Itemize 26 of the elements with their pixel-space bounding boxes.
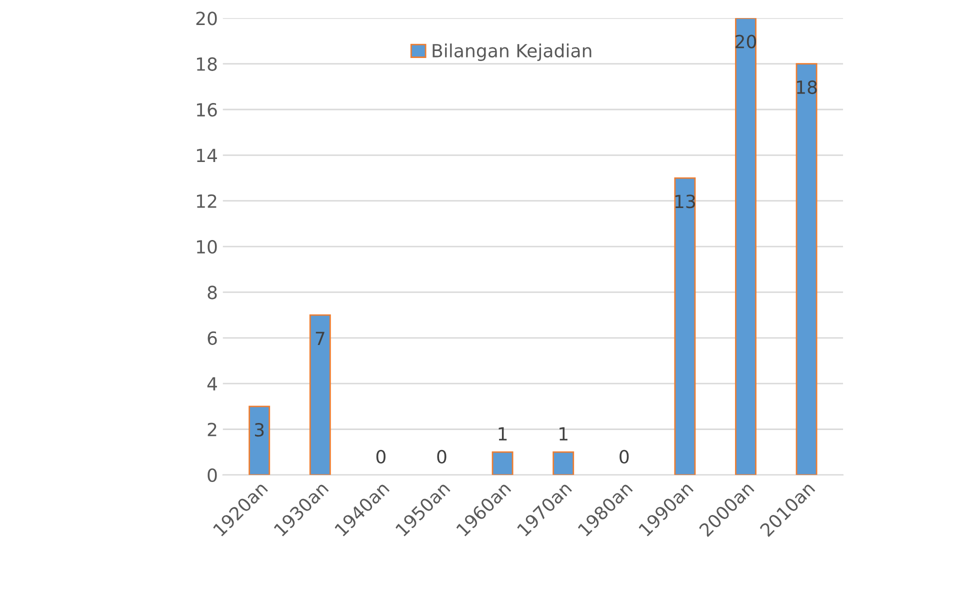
data-label: 3 [254,422,264,437]
y-tick-label: 10 [197,240,217,254]
bar [735,18,756,475]
bar [674,177,696,475]
y-tick-label: 6 [208,331,217,346]
data-label: 0 [620,450,629,464]
y-tick-label: 8 [208,286,217,300]
data-label: 7 [316,332,324,346]
y-tick-label: 18 [197,57,217,71]
y-tick-label: 12 [197,194,216,208]
y-tick-label: 20 [196,12,217,26]
data-label: 0 [376,450,386,464]
y-tick-label: 16 [197,102,217,117]
y-tick-label: 2 [208,422,216,436]
legend-label: Bilangan Kejadian [432,44,592,62]
bar [248,406,270,475]
bar [796,63,818,475]
y-tick-label: 0 [208,468,217,482]
bar [552,451,574,475]
data-label: 0 [437,450,446,464]
y-tick-label: 14 [197,148,217,162]
y-tick-label: 4 [207,377,217,390]
data-label: 1 [560,427,568,440]
bar [492,451,514,475]
bar [309,314,331,475]
data-label: 1 [498,427,507,440]
